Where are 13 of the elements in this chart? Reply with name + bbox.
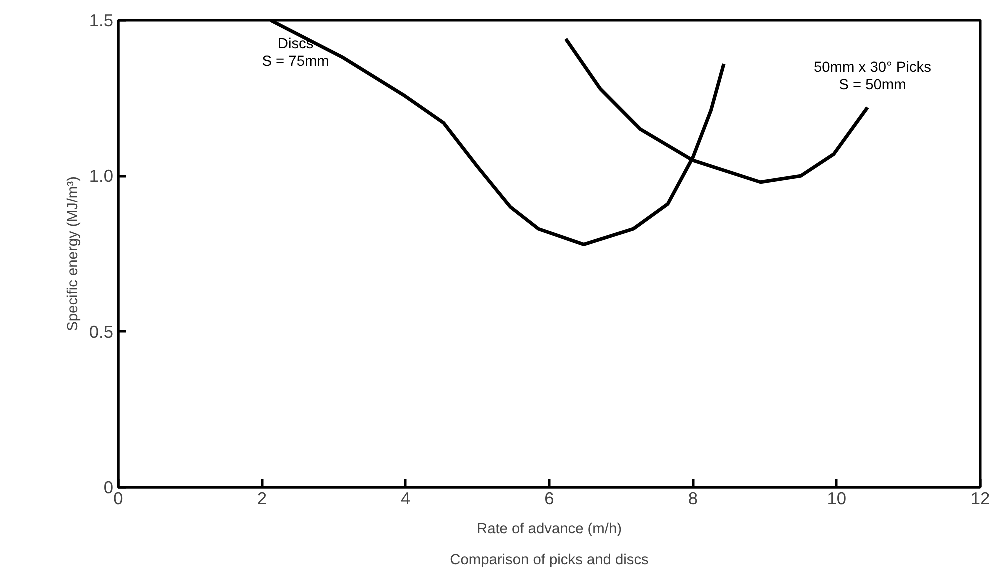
x-tick-label: 6 <box>544 488 554 508</box>
y-tick-label: 0.5 <box>89 322 114 342</box>
x-tick-label: 10 <box>827 488 846 508</box>
x-axis-title: Rate of advance (m/h) <box>477 522 622 538</box>
x-tick-label: 4 <box>401 488 412 508</box>
x-tick-label: 12 <box>970 488 990 508</box>
y-axis-title: Specific energy (MJ/m³) <box>65 176 82 332</box>
text: 50mm x 30° Picks S = 50mm <box>814 60 932 94</box>
y-tick-label: 1.0 <box>89 166 114 186</box>
text: Comparison of picks and discs <box>450 552 649 568</box>
x-tick-label: 2 <box>257 488 267 508</box>
y-tick-label: 1.5 <box>89 10 114 30</box>
x-tick-label: 8 <box>688 488 698 508</box>
